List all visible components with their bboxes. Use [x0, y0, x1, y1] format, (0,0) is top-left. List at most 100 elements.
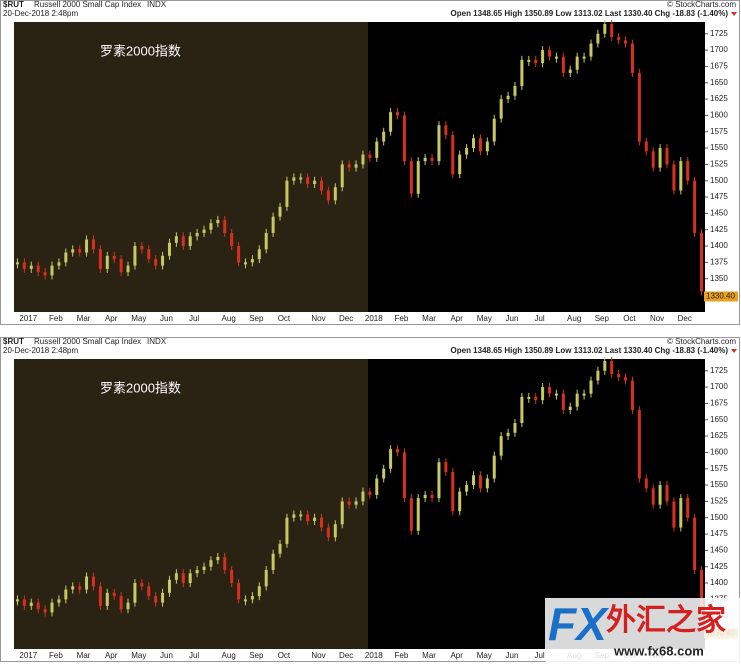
bar: [264, 569, 268, 587]
bar: [679, 498, 683, 528]
bar: [202, 566, 206, 570]
bar: [209, 223, 213, 230]
last-value-box: [704, 291, 738, 302]
bar: [665, 148, 669, 165]
bar: [506, 432, 510, 437]
y-tick-label: 1575: [710, 127, 728, 136]
bar: [43, 272, 47, 276]
bar: [64, 589, 68, 600]
y-tick-label: 1675: [710, 399, 728, 408]
bar: [188, 573, 192, 584]
y-tick-label: 1550: [710, 143, 728, 152]
quote-info: Open 1348.65 High 1350.89 Low 1313.02 La…: [451, 9, 729, 18]
y-tick-label: 1475: [710, 529, 728, 538]
credit: © StockCharts.com: [667, 0, 736, 9]
bar: [43, 609, 47, 613]
x-tick-label: Sep: [249, 314, 264, 323]
bar: [333, 187, 337, 201]
chart-panel: $RUT Russell 2000 Small Cap Index INDX © St…: [0, 337, 740, 662]
y-tick-label: 1625: [710, 94, 728, 103]
bar: [437, 125, 441, 162]
y-tick-label: 1525: [710, 496, 728, 505]
bar: [167, 579, 171, 593]
index-name: Russell 2000 Small Cap Index: [34, 337, 141, 346]
x-tick-label: Apr: [105, 651, 118, 660]
bar: [375, 141, 379, 158]
y-tick-label: 1550: [710, 480, 728, 489]
x-tick-label: Sep: [595, 314, 610, 323]
bar: [630, 380, 634, 410]
x-tick-label: Apr: [450, 314, 463, 323]
y-tick-label: 1400: [710, 241, 728, 250]
bar: [285, 180, 289, 207]
chart-panel: $RUT Russell 2000 Small Cap Index INDX © St…: [0, 0, 740, 325]
bar: [472, 138, 476, 149]
x-tick-label: Oct: [278, 651, 291, 660]
bar: [133, 246, 137, 266]
bar: [292, 177, 296, 181]
bar: [430, 494, 434, 499]
exchange: INDX: [147, 0, 167, 9]
y-tick-label: 1650: [710, 415, 728, 424]
bar: [195, 232, 199, 237]
bar: [499, 436, 503, 456]
bar: [700, 232, 704, 292]
bar: [313, 180, 317, 184]
x-tick-label: Oct: [278, 314, 291, 323]
bar: [582, 56, 586, 59]
bar: [250, 596, 254, 600]
bar: [230, 569, 234, 584]
bar: [389, 112, 393, 132]
x-tick-label: Dec: [678, 314, 692, 323]
bar: [98, 249, 102, 269]
watermark-name: 外汇之家: [606, 603, 726, 637]
bar: [98, 586, 102, 606]
bar: [140, 246, 144, 250]
x-tick-label: Mar: [77, 651, 91, 660]
bar: [278, 206, 282, 217]
y-tick-label: 1700: [710, 382, 728, 391]
bar: [430, 157, 434, 162]
y-tick-label: 1625: [710, 431, 728, 440]
bar: [147, 586, 151, 597]
bar: [485, 141, 489, 152]
index-name: Russell 2000 Small Cap Index: [34, 0, 141, 9]
bar: [444, 125, 448, 135]
bar: [216, 556, 220, 561]
bar: [91, 239, 95, 250]
bar: [264, 232, 268, 250]
shaded-period: [14, 22, 368, 312]
x-tick-label: Jul: [189, 651, 199, 660]
bar: [665, 485, 669, 502]
bar: [672, 501, 676, 528]
bar: [306, 177, 310, 184]
bar: [292, 514, 296, 518]
bar: [617, 374, 621, 378]
symbol: $RUT: [3, 0, 24, 9]
x-tick-label: Feb: [395, 651, 409, 660]
bar: [347, 501, 351, 505]
bar: [368, 491, 372, 495]
bar: [340, 164, 344, 188]
bar: [133, 583, 137, 603]
bar: [50, 265, 54, 276]
y-tick-label: 1575: [710, 464, 728, 473]
bar: [693, 517, 697, 570]
x-tick-label: Aug: [222, 651, 236, 660]
bar: [686, 161, 690, 181]
bar: [603, 360, 607, 371]
bar: [389, 449, 393, 469]
bar: [513, 86, 517, 96]
date: 20-Dec-2018 2:48pm: [3, 346, 78, 355]
bar: [589, 43, 593, 57]
bar: [499, 99, 503, 119]
bar: [382, 131, 386, 142]
bar: [596, 33, 600, 44]
y-tick-label: 1475: [710, 192, 728, 201]
bar: [326, 527, 330, 538]
bar: [285, 517, 289, 544]
y-tick-label: 1375: [710, 257, 728, 266]
bar: [444, 462, 448, 472]
bar: [71, 586, 75, 590]
